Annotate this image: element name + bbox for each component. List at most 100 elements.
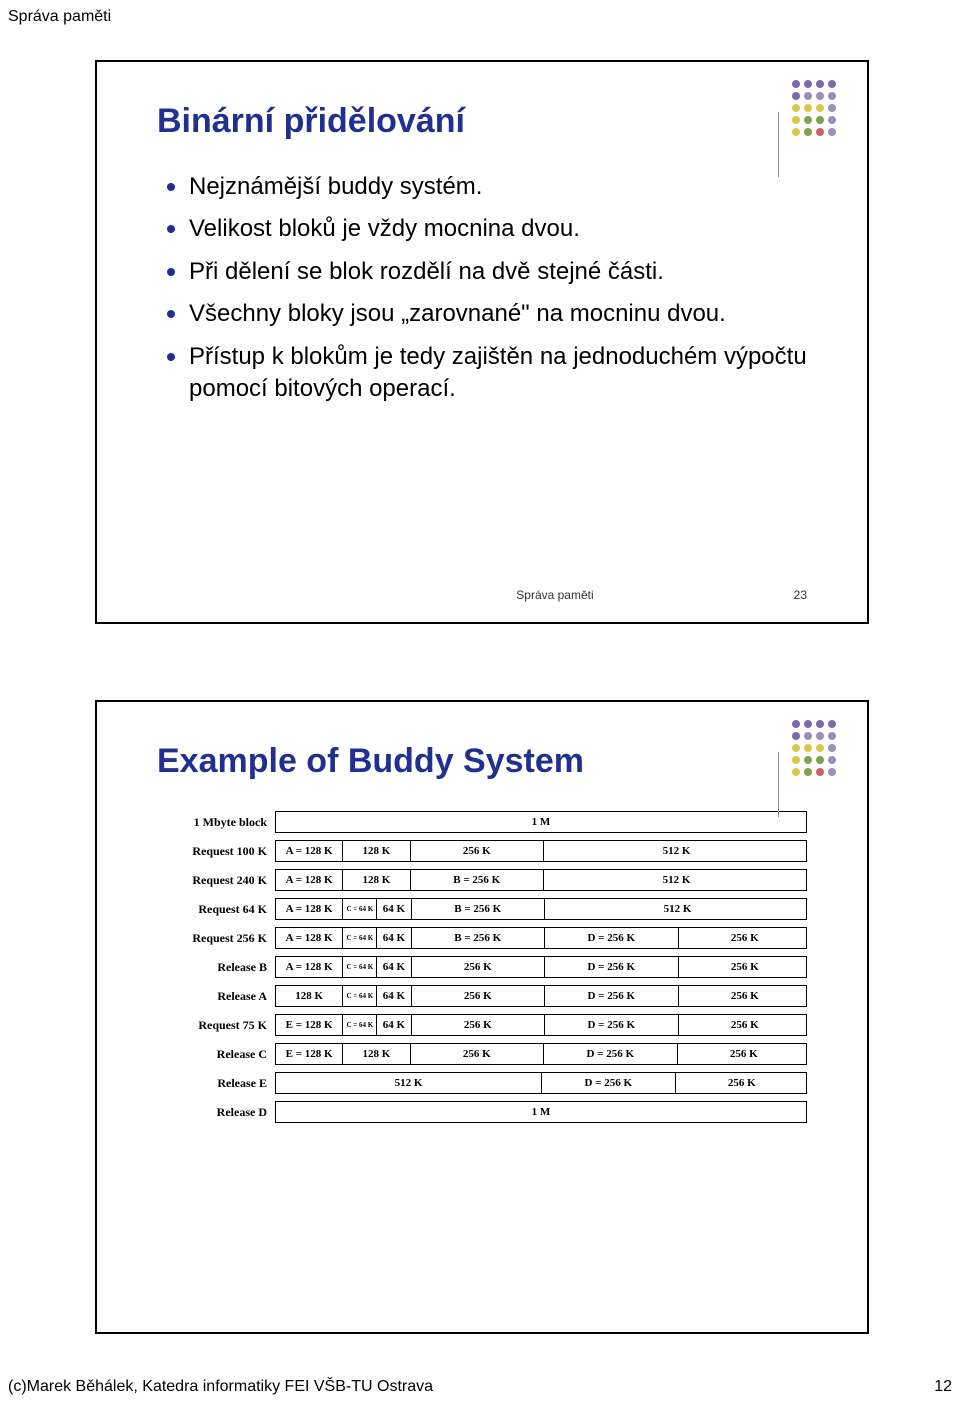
slide-footer-label: Správa paměti (516, 588, 593, 602)
decoration-dot (828, 80, 836, 88)
decoration-dot (792, 116, 800, 124)
decoration-dot (792, 80, 800, 88)
decoration-dot (828, 128, 836, 136)
memory-cell: 256 K (412, 957, 546, 977)
decoration-dot (816, 128, 824, 136)
decoration-dot (828, 744, 836, 752)
memory-cell: 64 K (377, 986, 411, 1006)
table-row: Request 240 KA = 128 K128 KB = 256 K512 … (157, 869, 817, 891)
memory-cell: 256 K (679, 1015, 812, 1035)
memory-cell: 256 K (679, 957, 812, 977)
memory-cell: 256 K (412, 1015, 546, 1035)
table-row: Request 256 KA = 128 KC = 64 K64 KB = 25… (157, 927, 817, 949)
slide-footer: Správa paměti 23 (97, 588, 867, 602)
decoration-dot (792, 720, 800, 728)
row-label: Request 75 K (157, 1018, 275, 1033)
row-label: Request 240 K (157, 873, 275, 888)
memory-cell: 64 K (377, 899, 411, 919)
bullet-item: Při dělení se blok rozdělí na dvě stejné… (167, 256, 817, 288)
table-row: Release A128 KC = 64 K64 K256 KD = 256 K… (157, 985, 817, 1007)
memory-cell: E = 128 K (276, 1044, 343, 1064)
memory-cell: 128 K (343, 1044, 410, 1064)
row-bar: A = 128 K128 KB = 256 K512 K (275, 869, 807, 891)
page-footer: (c)Marek Běhálek, Katedra informatiky FE… (8, 1378, 952, 1396)
decoration-dot (804, 768, 812, 776)
decoration-dot (828, 768, 836, 776)
footer-left: (c)Marek Běhálek, Katedra informatiky FE… (8, 1378, 433, 1396)
row-bar: 128 KC = 64 K64 K256 KD = 256 K256 K (275, 985, 807, 1007)
page-header: Správa paměti (8, 8, 111, 26)
table-row: 1 Mbyte block1 M (157, 811, 817, 833)
decoration-vline (778, 752, 779, 817)
bullet-item: Přístup k blokům je tedy zajištěn na jed… (167, 341, 817, 406)
memory-cell: 512 K (545, 899, 810, 919)
memory-cell: 256 K (676, 1073, 809, 1093)
memory-cell: 256 K (679, 928, 812, 948)
memory-cell: 1 M (276, 812, 806, 832)
memory-cell: C = 64 K (343, 899, 377, 919)
memory-cell: D = 256 K (545, 1015, 679, 1035)
decoration-dot (804, 744, 812, 752)
decoration-dot (816, 768, 824, 776)
row-label: Release C (157, 1047, 275, 1062)
memory-cell: D = 256 K (544, 1044, 678, 1064)
memory-cell: 256 K (412, 986, 546, 1006)
row-bar: A = 128 KC = 64 K64 KB = 256 KD = 256 K2… (275, 927, 807, 949)
decoration-dot (816, 720, 824, 728)
bullet-item: Velikost bloků je vždy mocnina dvou. (167, 213, 817, 245)
table-row: Release CE = 128 K128 K256 KD = 256 K256… (157, 1043, 817, 1065)
decoration-dot (816, 744, 824, 752)
table-row: Release BA = 128 KC = 64 K64 K256 KD = 2… (157, 956, 817, 978)
decoration-dot (828, 92, 836, 100)
decoration-dot (792, 756, 800, 764)
memory-cell: A = 128 K (276, 870, 343, 890)
decoration-dot (816, 104, 824, 112)
row-bar: E = 128 K128 K256 KD = 256 K256 K (275, 1043, 807, 1065)
decoration-dot (804, 756, 812, 764)
memory-cell: D = 256 K (545, 986, 679, 1006)
row-bar: A = 128 KC = 64 K64 KB = 256 K512 K (275, 898, 807, 920)
memory-cell: 512 K (276, 1073, 542, 1093)
bullet-item: Všechny bloky jsou „zarovnané" na mocnin… (167, 298, 817, 330)
decoration-dot (792, 92, 800, 100)
decoration-dot (828, 756, 836, 764)
memory-cell: D = 256 K (545, 957, 679, 977)
memory-cell: A = 128 K (276, 899, 343, 919)
decoration-dot (804, 720, 812, 728)
decoration-dot (828, 720, 836, 728)
memory-cell: D = 256 K (545, 928, 679, 948)
corner-decoration (792, 720, 837, 777)
memory-cell: B = 256 K (412, 928, 546, 948)
row-label: Release A (157, 989, 275, 1004)
memory-cell: 256 K (411, 841, 545, 861)
decoration-dot (828, 116, 836, 124)
decoration-dot (804, 104, 812, 112)
memory-cell: 512 K (544, 870, 809, 890)
memory-cell: 64 K (377, 957, 411, 977)
decoration-dot (828, 732, 836, 740)
memory-cell: 256 K (411, 1044, 545, 1064)
decoration-dot (816, 80, 824, 88)
row-bar: 512 KD = 256 K256 K (275, 1072, 807, 1094)
memory-cell: C = 64 K (343, 986, 377, 1006)
memory-cell: 512 K (544, 841, 809, 861)
memory-cell: B = 256 K (411, 870, 545, 890)
memory-cell: 128 K (343, 870, 410, 890)
row-bar: 1 M (275, 811, 807, 833)
row-label: Release D (157, 1105, 275, 1120)
memory-cell: 256 K (679, 986, 812, 1006)
decoration-dot (804, 116, 812, 124)
memory-cell: 1 M (276, 1102, 806, 1122)
row-label: Request 64 K (157, 902, 275, 917)
corner-decoration (792, 80, 837, 137)
decoration-dot (792, 744, 800, 752)
decoration-vline (778, 112, 779, 177)
decoration-dot (816, 732, 824, 740)
memory-cell: 128 K (343, 841, 410, 861)
memory-cell: C = 64 K (343, 1015, 377, 1035)
decoration-dot (816, 92, 824, 100)
row-bar: E = 128 KC = 64 K64 K256 KD = 256 K256 K (275, 1014, 807, 1036)
row-bar: 1 M (275, 1101, 807, 1123)
row-label: Request 100 K (157, 844, 275, 859)
table-row: Request 100 KA = 128 K128 K256 K512 K (157, 840, 817, 862)
